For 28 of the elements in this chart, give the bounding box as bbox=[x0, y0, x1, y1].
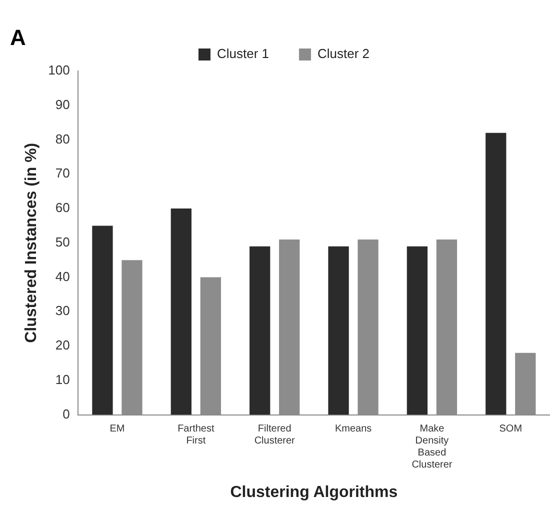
y-tick-label: 100 bbox=[48, 62, 70, 78]
legend-label: Cluster 2 bbox=[318, 46, 370, 62]
y-tick-label: 40 bbox=[55, 268, 70, 284]
bar bbox=[406, 246, 428, 415]
bar bbox=[328, 246, 349, 415]
y-tick-label: 30 bbox=[55, 303, 70, 318]
y-tick-label: 80 bbox=[55, 131, 70, 146]
y-tick-label: 20 bbox=[55, 338, 70, 353]
y-tick-label: 70 bbox=[55, 166, 70, 181]
y-tick-label: 50 bbox=[55, 234, 70, 250]
x-tick-label: Farthest First bbox=[178, 424, 214, 447]
bar bbox=[170, 208, 192, 415]
y-tick-label: 90 bbox=[55, 96, 70, 112]
y-tick-label: 0 bbox=[62, 406, 70, 422]
x-tick-label: EM bbox=[110, 424, 125, 435]
y-tick-label: 10 bbox=[55, 372, 70, 387]
y-tick-label: 60 bbox=[55, 200, 70, 216]
x-tick-label: SOM bbox=[499, 424, 522, 435]
x-tick-label: Kmeans bbox=[334, 424, 372, 435]
bar bbox=[486, 132, 506, 415]
x-tick-label: Filtered Clusterer bbox=[254, 424, 296, 447]
legend-label: Cluster 1 bbox=[216, 46, 270, 62]
x-tick-label: Make Density Based Clusterer bbox=[412, 424, 453, 471]
text: A bbox=[10, 25, 26, 50]
y-axis-title: Clustered Instances (in %) bbox=[23, 142, 40, 343]
bar bbox=[92, 226, 113, 415]
bar bbox=[250, 246, 270, 415]
x-axis-title: Clustering Algorithms bbox=[230, 484, 398, 501]
